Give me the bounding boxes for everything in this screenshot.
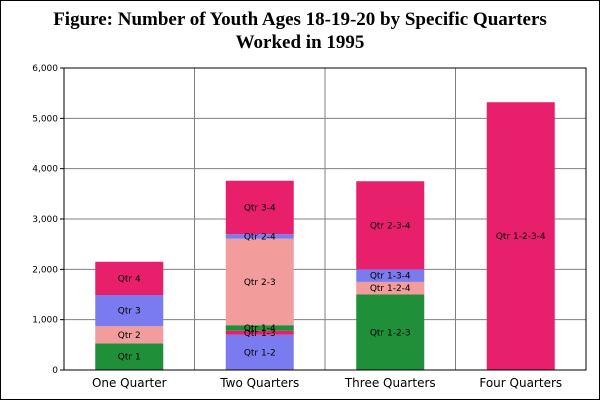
segment-label: Qtr 2-3-4: [370, 221, 411, 231]
segment-label: Qtr 4: [118, 274, 141, 284]
segment-label: Qtr 3: [118, 307, 141, 317]
x-category-label: Four Quarters: [479, 376, 562, 390]
bar-segment: [95, 261, 164, 296]
bar-segment: [95, 343, 164, 370]
bar-segment: [356, 281, 425, 295]
chart-title: Figure: Number of Youth Ages 18-19-20 by…: [0, 8, 600, 54]
segment-label: Qtr 2: [118, 331, 141, 341]
bar-segment: [225, 330, 294, 335]
y-tick-label: 4,000: [32, 165, 58, 175]
plot-border: [63, 67, 587, 371]
y-tick-label: 2,000: [32, 265, 58, 275]
bar-segment: [225, 238, 294, 326]
y-tick-label: 6,000: [32, 64, 58, 74]
chart-title-line-1: Figure: Number of Youth Ages 18-19-20 by…: [53, 9, 547, 30]
bar-segment: [95, 326, 164, 344]
segment-label: Qtr 2-4: [244, 232, 276, 242]
axis-layer: 0 1,000 2,000 3,000 4,000 5,000 6,000 One Quart…: [32, 64, 587, 390]
segment-label: Qtr 1: [118, 353, 141, 363]
y-tick-label: 3,000: [32, 215, 58, 225]
bars-layer: [95, 102, 555, 370]
segment-label: Qtr 1-2-3: [370, 328, 411, 338]
bar-segment: [356, 294, 425, 370]
bar-segment: [225, 234, 294, 239]
segment-label: Qtr 1-2-3-4: [496, 232, 546, 242]
bar-segment: [356, 181, 425, 270]
segment-label: Qtr 1-2: [244, 348, 276, 358]
segment-label: Qtr 1-3-4: [370, 272, 411, 282]
segment-label: Qtr 1-4: [244, 324, 276, 334]
x-category-label: One Quarter: [92, 376, 167, 390]
y-tick-label: 0: [52, 366, 58, 376]
bar-segment: [95, 295, 164, 327]
bar-segment: [225, 180, 294, 235]
bar-segment: [225, 325, 294, 331]
segment-label: Qtr 3-4: [244, 203, 276, 213]
bar-segment: [225, 334, 294, 370]
y-tick-label: 1,000: [32, 316, 58, 326]
bar-segment: [486, 102, 555, 370]
segment-label: Qtr 2-3: [244, 278, 276, 288]
chart-title-line-2: Worked in 1995: [235, 32, 365, 53]
segment-label: Qtr 1-2-4: [370, 284, 411, 294]
bar-segment: [356, 269, 425, 282]
y-tick-label: 5,000: [32, 114, 58, 124]
x-category-label: Three Quarters: [344, 376, 436, 390]
x-category-label: Two Quarters: [219, 376, 299, 390]
segment-label: Qtr 1-3: [244, 329, 276, 339]
